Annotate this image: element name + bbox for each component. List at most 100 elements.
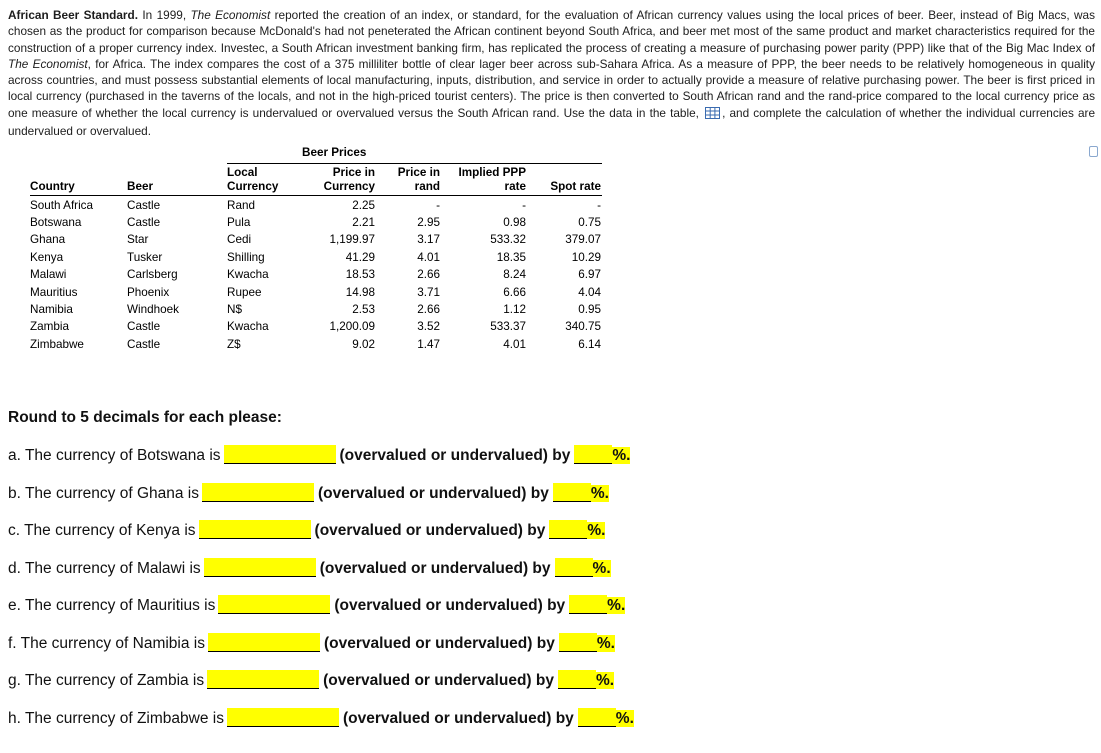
answer-blank-valuation[interactable] [207, 670, 320, 689]
percent-suffix: %. [587, 522, 606, 539]
answer-blank-valuation[interactable] [201, 482, 314, 502]
answer-blank-valuation[interactable] [226, 707, 339, 727]
cell-implied-ppp-rate: 533.32 [490, 233, 526, 247]
problem-title: African Beer Standard. [8, 8, 139, 22]
cell-country: Namibia [30, 302, 73, 316]
question-bold-text: (overvalued or undervalued) by [339, 447, 571, 464]
answer-blank-percent[interactable] [549, 520, 588, 539]
cell-spot-rate: 6.14 [578, 337, 601, 351]
data-table-icon[interactable] [705, 106, 721, 123]
cell-price-in-rand: 3.52 [417, 320, 440, 334]
table-title-row: Beer Prices [30, 144, 602, 165]
question-line: h. The currency of Zimbabwe is (overvalue… [8, 707, 634, 729]
cell-implied-ppp-rate: 1.12 [503, 302, 526, 316]
cell-price-in-currency: 2.21 [352, 215, 375, 229]
cell-local-currency: Shilling [227, 250, 265, 264]
cell-price-in-currency: 2.53 [352, 302, 375, 316]
question-bold-text: (overvalued or undervalued) by [334, 597, 566, 614]
cell-country: Mauritius [30, 285, 78, 299]
intro-text-segment: , and complete the calculation of whethe… [8, 105, 1096, 139]
cell-spot-rate: 10.29 [571, 250, 601, 264]
percent-suffix: %. [595, 672, 615, 689]
cell-beer: Castle [127, 320, 161, 334]
answer-blank-percent[interactable] [558, 632, 597, 652]
economist-citation: The Economist [190, 8, 271, 22]
question-text: c. The currency of Kenya is [8, 522, 196, 539]
answer-blank-valuation[interactable] [203, 557, 316, 577]
cell-price-in-currency: 1,200.09 [329, 320, 376, 334]
table-row: Zimbabwe Castle Z$ 9.02 1.47 4.01 6.14 [30, 336, 602, 353]
column-header-price-in-rand: Price in rand [376, 163, 441, 197]
questions-section: Round to 5 decimals for each please: a. … [8, 407, 634, 745]
cell-price-in-currency: 14.98 [345, 285, 375, 299]
table-header-row: Country Beer Local Currency Price in Currency… [30, 163, 602, 197]
table-row: South Africa Castle Rand 2.25 - - - [30, 196, 602, 214]
popout-icon[interactable] [1089, 146, 1098, 157]
cell-price-in-currency: 9.02 [352, 337, 375, 351]
question-line: g. The currency of Zambia is (overvalued … [8, 670, 634, 691]
answer-blank-valuation[interactable] [198, 520, 311, 539]
instructions-heading: Round to 5 decimals for each please: [8, 409, 282, 426]
intro-text-segment: , for Africa. The index compares the cos… [8, 56, 1095, 120]
table-row: Kenya Tusker Shilling 41.29 4.01 18.35 10.29 [30, 249, 602, 266]
question-text: h. The currency of Zimbabwe is [8, 709, 224, 727]
cell-price-in-rand: 3.17 [417, 233, 440, 247]
cell-implied-ppp-rate: 8.24 [503, 268, 526, 282]
answer-blank-valuation[interactable] [218, 595, 331, 614]
economist-citation: The Economist [8, 56, 88, 71]
question-bold-text: (overvalued or undervalued) by [319, 559, 551, 577]
answer-blank-percent[interactable] [574, 445, 613, 464]
question-bold-text: (overvalued or undervalued) by [323, 672, 554, 689]
cell-beer: Castle [127, 215, 161, 229]
answer-blank-percent[interactable] [569, 595, 608, 614]
question-bold-text: (overvalued or undervalued) by [342, 709, 574, 727]
question-line: b. The currency of Ghana is (overvalued o… [8, 482, 634, 504]
cell-implied-ppp-rate: 4.01 [503, 337, 526, 351]
cell-price-in-rand: 2.66 [417, 302, 440, 316]
problem-statement: African Beer Standard. In 1999, The Econ… [8, 7, 1095, 139]
cell-beer: Tusker [127, 250, 163, 264]
table-row: Namibia Windhoek N$ 2.53 2.66 1.12 0.95 [30, 301, 602, 318]
answer-blank-percent[interactable] [552, 482, 591, 502]
column-header-price-in-currency: Price in Currency [314, 163, 376, 197]
cell-price-in-currency: 1,199.97 [329, 233, 376, 247]
cell-local-currency: Rupee [227, 285, 262, 299]
cell-country: Ghana [30, 233, 66, 247]
percent-suffix: %. [615, 709, 634, 727]
question-bold-text: (overvalued or undervalued) by [314, 522, 546, 539]
percent-suffix: %. [612, 447, 631, 464]
cell-price-in-rand: 2.66 [417, 268, 440, 282]
cell-local-currency: Z$ [227, 337, 241, 351]
cell-spot-rate: - [597, 198, 601, 212]
cell-country: Zimbabwe [30, 337, 84, 351]
cell-local-currency: Pula [227, 215, 251, 229]
question-text: e. The currency of Mauritius is [8, 597, 216, 614]
percent-suffix: %. [592, 559, 611, 577]
question-text: a. The currency of Botswana is [8, 447, 221, 464]
cell-price-in-rand: 3.71 [417, 285, 440, 299]
answer-blank-percent[interactable] [577, 707, 616, 727]
cell-local-currency: N$ [227, 302, 242, 316]
answer-blank-percent[interactable] [554, 557, 593, 577]
column-header-spot-rate: Spot rate [527, 163, 602, 197]
cell-price-in-currency: 2.25 [352, 198, 375, 212]
beer-prices-table: Beer Prices Country Beer Local Currency Pric… [30, 144, 602, 353]
answer-blank-percent[interactable] [557, 670, 596, 689]
percent-suffix: %. [607, 597, 626, 614]
question-line: c. The currency of Kenya is (overvalued o… [8, 520, 634, 541]
cell-price-in-currency: 41.29 [345, 250, 375, 264]
cell-price-in-rand: 1.47 [417, 337, 440, 351]
question-text: f. The currency of Namibia is [8, 634, 205, 652]
cell-country: Zambia [30, 320, 69, 334]
cell-price-in-rand: - [436, 198, 440, 212]
cell-beer: Carlsberg [127, 268, 178, 282]
table-row: Zambia Castle Kwacha 1,200.09 3.52 533.37 340.… [30, 318, 602, 335]
answer-blank-valuation[interactable] [223, 445, 336, 464]
table-row: Mauritius Phoenix Rupee 14.98 3.71 6.66 4.04 [30, 283, 602, 300]
cell-implied-ppp-rate: 18.35 [496, 250, 526, 264]
answer-blank-valuation[interactable] [207, 632, 320, 652]
cell-local-currency: Rand [227, 198, 255, 212]
cell-spot-rate: 0.75 [578, 215, 601, 229]
cell-local-currency: Cedi [227, 233, 252, 247]
cell-implied-ppp-rate: 6.66 [503, 285, 526, 299]
